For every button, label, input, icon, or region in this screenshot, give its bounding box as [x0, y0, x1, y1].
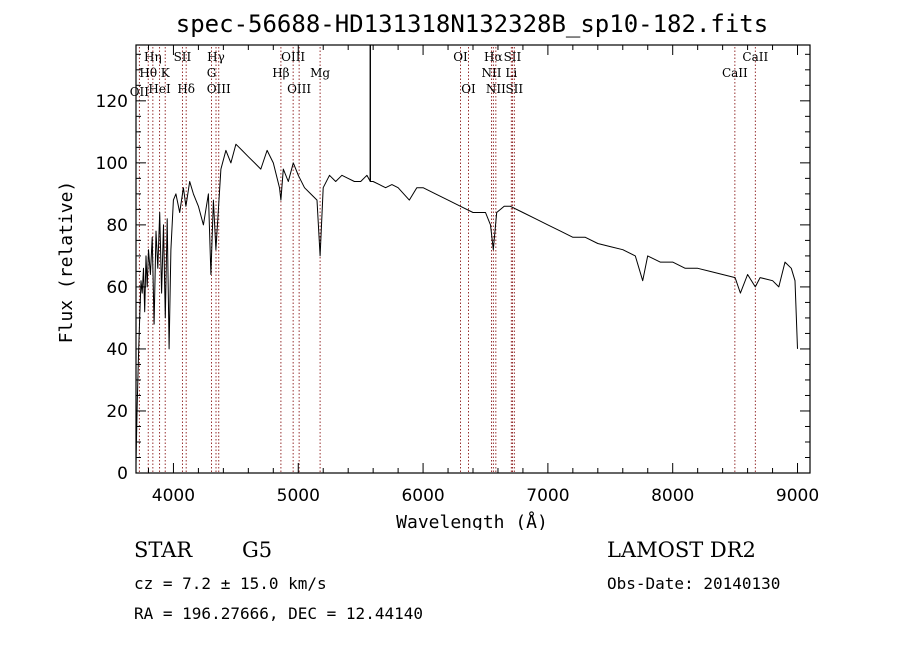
y-tick-label-3: 60 — [106, 278, 128, 298]
line-marker-label-10: Hβ — [272, 66, 289, 80]
line-marker-label-9: OIII — [207, 82, 231, 96]
y-tick-label-4: 80 — [106, 216, 128, 236]
line-marker-label-23: CaII — [742, 50, 768, 64]
object-subclass: G5 — [242, 538, 273, 562]
spectrum-chart: spec-56688-HD131318N132328B_sp10-182.fit… — [56, 10, 819, 530]
line-marker-label-5: SII — [174, 50, 192, 64]
object-class: STAR — [134, 538, 193, 562]
line-marker-label-3: HeI — [148, 82, 171, 96]
line-marker-label-17: Hα — [484, 50, 503, 64]
line-marker-label-13: Mg — [310, 66, 330, 80]
y-tick-label-5: 100 — [96, 154, 128, 174]
x-tick-label-2: 6000 — [401, 486, 444, 506]
line-marker-label-16: NII — [481, 66, 501, 80]
y-tick-label-1: 20 — [106, 402, 128, 422]
line-marker-label-21: SII — [505, 82, 523, 96]
coordinates: RA = 196.27666, DEC = 12.44140 — [134, 604, 423, 623]
y-tick-label-2: 40 — [106, 340, 128, 360]
line-marker-label-7: G — [207, 66, 217, 80]
y-tick-label-0: 0 — [117, 464, 128, 484]
line-markers: OIIHθHηHeIKSIIHδGHγOIIIHβOIIIOIIIMgOIOIN… — [130, 47, 768, 473]
spectrum-line-group — [135, 45, 798, 464]
x-tick-label-1: 5000 — [277, 486, 320, 506]
x-axis-label: Wavelength (Å) — [396, 511, 548, 530]
y-tick-label-6: 120 — [96, 92, 128, 112]
y-axis-label: Flux (relative) — [56, 181, 77, 344]
observation-date: Obs-Date: 20140130 — [607, 574, 781, 593]
line-marker-label-2: Hη — [144, 50, 162, 64]
line-marker-label-8: Hγ — [207, 50, 225, 64]
axis-ticks: 4000 5000 6000 7000 8000 9000 0 20 40 60 80 100 120 — [96, 45, 819, 506]
line-marker-label-4: K — [161, 66, 171, 80]
line-marker-label-19: Li — [505, 66, 517, 80]
spectrum-line-0 — [135, 143, 798, 464]
survey-name: LAMOST DR2 — [607, 538, 756, 562]
line-marker-label-22: CaII — [722, 66, 748, 80]
line-marker-label-15: OI — [461, 82, 476, 96]
line-marker-label-18: NII — [486, 82, 506, 96]
line-marker-label-14: OI — [453, 50, 468, 64]
x-tick-label-0: 4000 — [152, 486, 195, 506]
line-marker-label-6: Hδ — [177, 82, 195, 96]
plot-frame — [135, 44, 811, 474]
x-tick-label-3: 7000 — [526, 486, 569, 506]
line-marker-label-20: SII — [504, 50, 522, 64]
x-tick-label-5: 9000 — [776, 486, 819, 506]
chart-title: spec-56688-HD131318N132328B_sp10-182.fit… — [176, 10, 768, 38]
line-marker-label-12: OIII — [287, 82, 311, 96]
line-marker-label-1: Hθ — [139, 66, 157, 80]
x-tick-label-4: 8000 — [651, 486, 694, 506]
line-marker-label-0: OII — [130, 85, 150, 99]
redshift-cz: cz = 7.2 ± 15.0 km/s — [134, 574, 327, 593]
line-marker-label-11: OIII — [281, 50, 305, 64]
